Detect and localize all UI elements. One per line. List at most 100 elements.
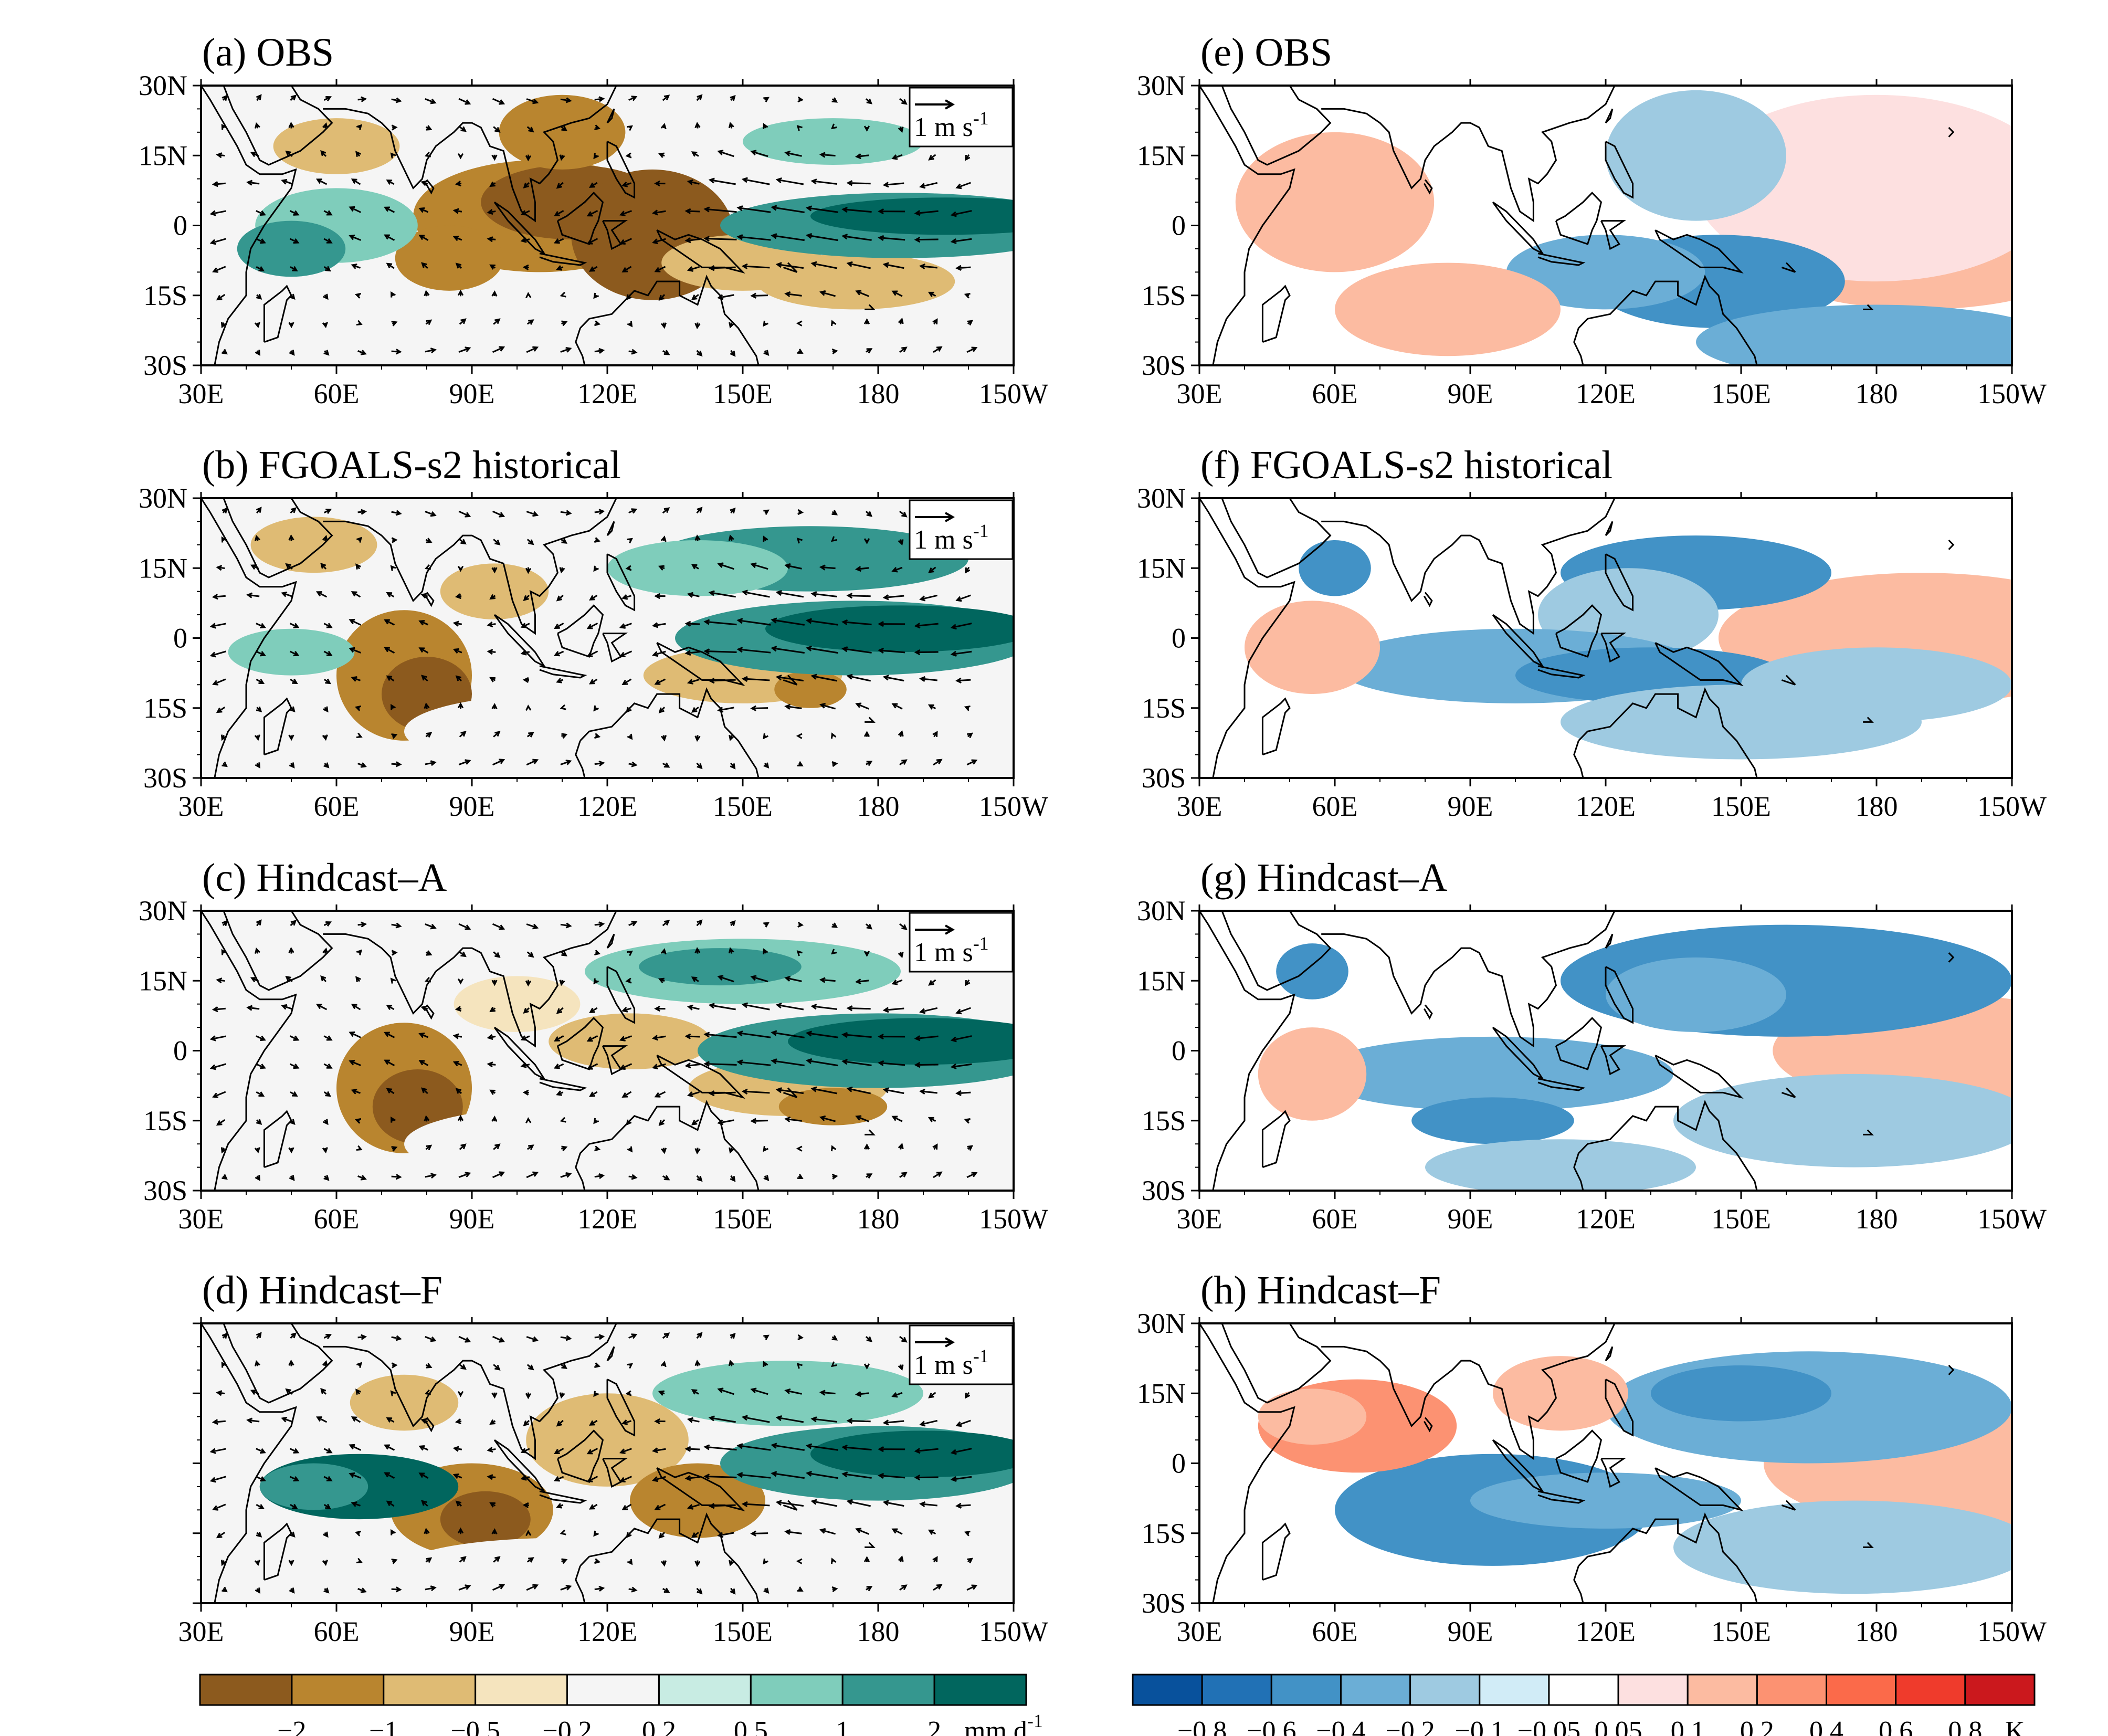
vector-head bbox=[349, 206, 355, 212]
lon-tick-label: 120E bbox=[577, 791, 637, 822]
wind-vector bbox=[211, 1035, 226, 1040]
vector-head bbox=[209, 210, 216, 216]
wind-vector bbox=[915, 623, 939, 627]
wind-vector bbox=[807, 619, 838, 626]
vector-head bbox=[741, 1002, 748, 1008]
vector-head bbox=[460, 318, 467, 324]
coastline bbox=[1654, 642, 1744, 687]
coastline bbox=[1321, 1323, 1616, 1460]
vector-head bbox=[325, 1503, 331, 1510]
coastline bbox=[493, 201, 546, 256]
vector-head bbox=[593, 1530, 599, 1537]
wind-vector bbox=[425, 1174, 436, 1178]
vector-head bbox=[351, 178, 357, 184]
coastline bbox=[1492, 201, 1545, 256]
coastline bbox=[606, 1346, 615, 1362]
vector-head bbox=[250, 152, 257, 157]
anomaly-contour bbox=[810, 197, 1014, 235]
vector-head bbox=[771, 617, 777, 624]
coastline bbox=[865, 1129, 876, 1135]
vector-head bbox=[430, 1336, 437, 1342]
vector-head bbox=[691, 151, 698, 157]
vector-head bbox=[730, 351, 736, 357]
vector-head bbox=[212, 181, 218, 187]
vector-head bbox=[349, 1472, 355, 1478]
colorbar-label: −0.6 bbox=[1247, 1716, 1296, 1736]
coastline bbox=[865, 1542, 876, 1548]
map-field bbox=[1199, 86, 2012, 365]
vector-head bbox=[846, 180, 853, 186]
wind-vector bbox=[710, 1004, 736, 1011]
vector-head bbox=[259, 623, 266, 629]
wind-vector bbox=[966, 760, 977, 766]
wind-vector bbox=[856, 567, 869, 570]
panel-title: (a) OBS bbox=[202, 30, 334, 75]
vector-head bbox=[658, 152, 665, 159]
colorbar-label: 0.4 bbox=[1809, 1716, 1843, 1736]
vector-head bbox=[499, 346, 505, 352]
colorbar-label: −0.1 bbox=[1455, 1716, 1504, 1736]
vector-head bbox=[891, 290, 898, 296]
vector-head bbox=[771, 233, 777, 239]
wind-vector bbox=[458, 1172, 470, 1179]
vector-head bbox=[652, 651, 659, 657]
vector-head bbox=[741, 1415, 748, 1421]
wind-vector bbox=[738, 207, 771, 213]
lat-tick-label: 30S bbox=[1142, 1587, 1186, 1619]
reference-arrow-head bbox=[945, 99, 955, 110]
vector-head bbox=[323, 762, 330, 769]
vector-head bbox=[891, 154, 898, 160]
lon-tick-label: 150W bbox=[979, 1616, 1048, 1647]
anomaly-contour bbox=[454, 976, 581, 1032]
coastline bbox=[201, 911, 297, 1191]
vector-head bbox=[810, 1416, 817, 1423]
vector-head bbox=[525, 155, 532, 162]
reference-vector-box bbox=[909, 1324, 1014, 1385]
anomaly-contour bbox=[404, 694, 720, 769]
vector-head bbox=[866, 348, 873, 354]
vector-head bbox=[598, 509, 605, 515]
wind-vector bbox=[719, 294, 734, 299]
wind-vector bbox=[738, 648, 771, 654]
vector-head bbox=[593, 292, 599, 299]
wind-vector bbox=[458, 760, 470, 766]
vector-head bbox=[741, 1088, 748, 1095]
vector-head bbox=[708, 177, 715, 184]
vector-head bbox=[361, 921, 367, 928]
vector-head bbox=[465, 924, 471, 930]
wind-vector bbox=[425, 349, 436, 353]
vector-head bbox=[697, 919, 703, 925]
wind-vector bbox=[492, 759, 504, 766]
lon-tick-label: 60E bbox=[1312, 378, 1358, 409]
vector-head bbox=[703, 1474, 710, 1480]
anomaly-contour bbox=[765, 605, 1014, 653]
vector-head bbox=[914, 649, 921, 656]
wind-vector bbox=[211, 623, 226, 627]
vector-head bbox=[866, 1173, 873, 1179]
vector-head bbox=[784, 1529, 791, 1535]
vector-head bbox=[391, 1529, 396, 1535]
vector-head bbox=[356, 124, 362, 130]
vector-head bbox=[763, 1175, 770, 1181]
wind-vector bbox=[385, 206, 395, 213]
vector-head bbox=[465, 759, 471, 765]
vector-head bbox=[525, 1530, 532, 1537]
vector-head bbox=[322, 534, 328, 542]
vector-head bbox=[703, 648, 710, 655]
lon-tick-label: 30E bbox=[1177, 1616, 1222, 1647]
vector-head bbox=[589, 595, 595, 601]
vector-head bbox=[658, 1390, 665, 1396]
vector-head bbox=[222, 1174, 228, 1180]
vector-head bbox=[855, 978, 862, 985]
vector-head bbox=[627, 538, 633, 544]
vector-head bbox=[932, 1556, 938, 1562]
wind-vector bbox=[425, 1586, 436, 1591]
vector-head bbox=[460, 1556, 467, 1562]
anomaly-contour bbox=[1606, 90, 1786, 221]
wind-vector bbox=[777, 264, 804, 269]
vector-head bbox=[891, 1528, 898, 1534]
colorbar-label: −0.4 bbox=[1316, 1716, 1365, 1736]
wind-vector bbox=[884, 1420, 904, 1424]
vector-head bbox=[955, 1502, 962, 1509]
